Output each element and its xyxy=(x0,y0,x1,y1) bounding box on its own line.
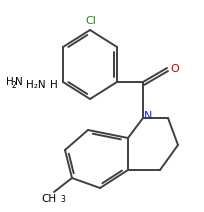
Text: CH: CH xyxy=(41,194,57,204)
Text: H₂N: H₂N xyxy=(26,80,46,90)
Text: N: N xyxy=(15,77,23,87)
Text: Cl: Cl xyxy=(85,16,96,26)
Text: 2: 2 xyxy=(11,81,16,89)
Text: H: H xyxy=(50,80,58,90)
Text: H: H xyxy=(6,77,14,87)
Text: O: O xyxy=(171,64,179,74)
Text: 3: 3 xyxy=(60,194,65,204)
Text: N: N xyxy=(144,111,152,121)
